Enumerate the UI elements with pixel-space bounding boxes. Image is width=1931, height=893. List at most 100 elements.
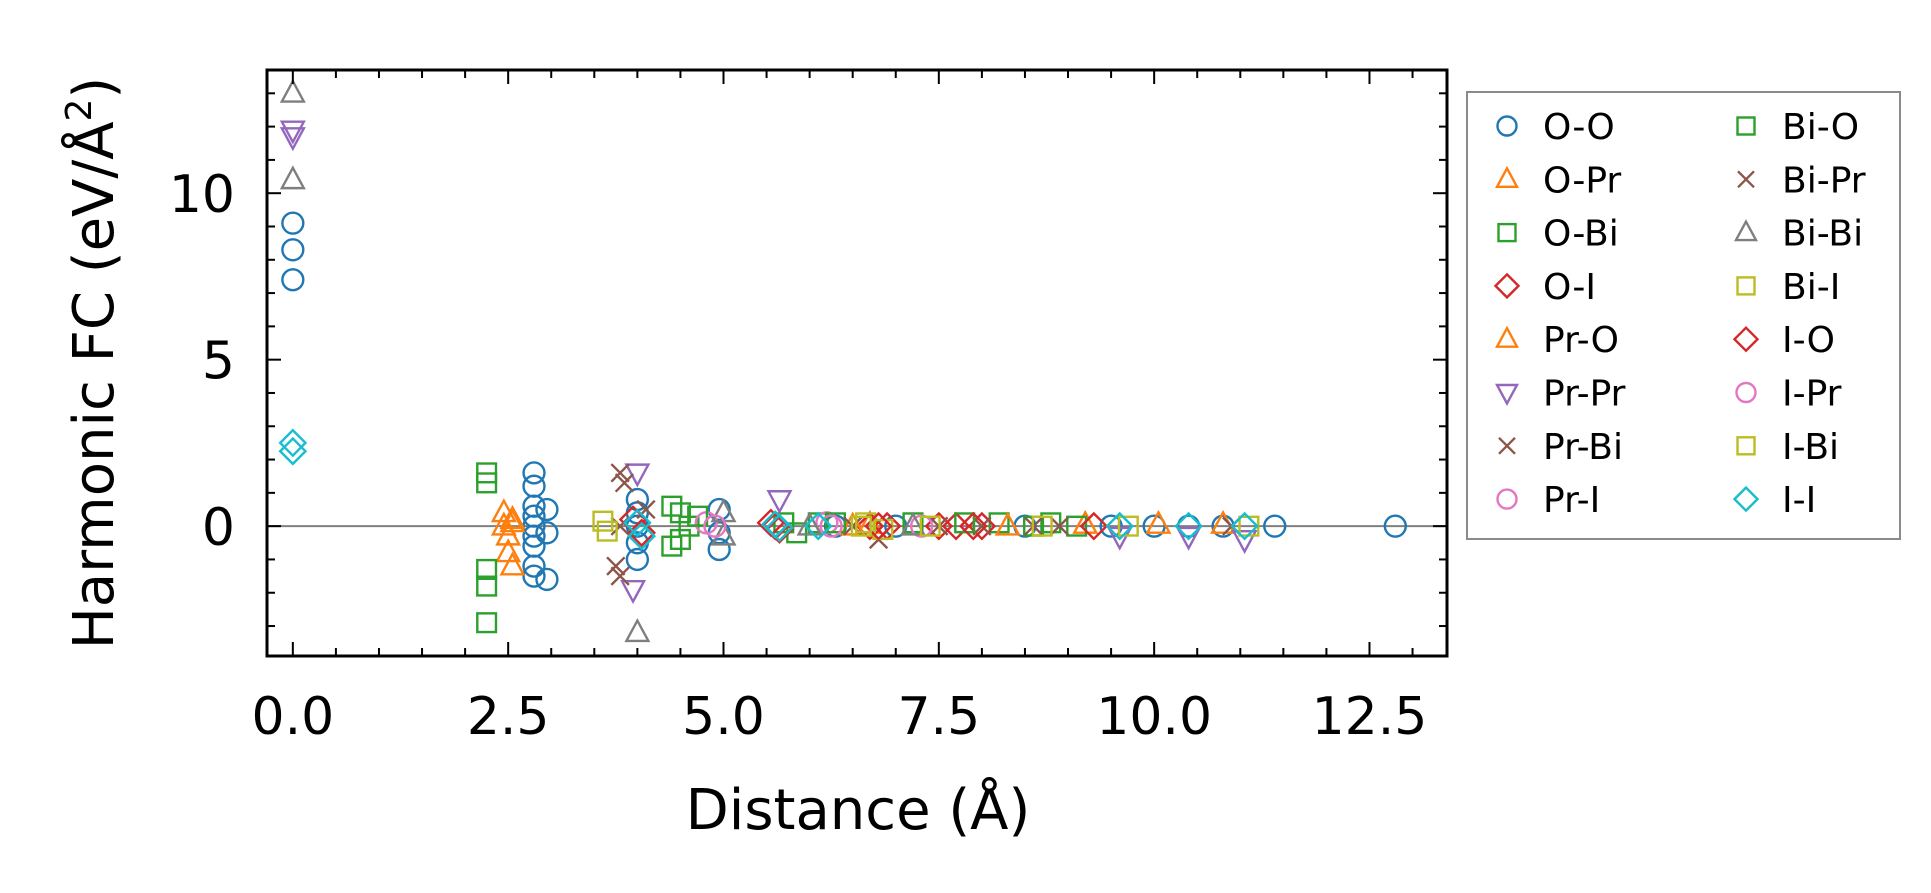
data-point [954, 512, 976, 534]
legend-label: Bi-O [1782, 107, 1859, 148]
data-point [627, 518, 657, 548]
data-point [1230, 511, 1259, 541]
legend-entry: Bi-Pr [1737, 160, 1866, 201]
legend-marker [1497, 222, 1517, 243]
legend-entry: I-O [1732, 320, 1835, 361]
series-bi-i [592, 510, 1260, 542]
legend-entry: Pr-I [1496, 480, 1600, 521]
axes: 0.0 2.5 5.0 7.5 10.0 12.5 0 5 10 [169, 68, 1449, 747]
data-point [1031, 515, 1053, 537]
legend-entry: Pr-Pr [1494, 374, 1626, 415]
data-point [625, 547, 650, 572]
data-point [710, 521, 737, 546]
data-point [278, 428, 308, 458]
legend-marker [1494, 165, 1520, 189]
data-point [522, 461, 546, 485]
data-point [661, 535, 683, 557]
y-axis-label: Harmonic FC (eV/Å2) [59, 77, 127, 650]
data-point [279, 165, 306, 190]
legend-frame [1466, 91, 1901, 540]
data-point [476, 472, 498, 494]
y-tick-label: 10 [169, 165, 235, 225]
legend-marker [1493, 272, 1521, 300]
data-point [499, 504, 526, 529]
data-point [476, 575, 498, 597]
legend-label: I-I [1782, 480, 1816, 521]
data-point [1231, 530, 1258, 555]
data-point [627, 521, 657, 551]
data-point [958, 511, 988, 541]
data-point [610, 463, 630, 483]
data-point [1174, 511, 1203, 541]
data-point [972, 516, 992, 536]
legend-marker [1496, 115, 1518, 137]
data-point [279, 127, 306, 152]
legend-label: O-Pr [1543, 160, 1621, 201]
data-point [1117, 515, 1139, 537]
data-point [476, 558, 498, 580]
data-point [919, 515, 941, 537]
legend-label: Bi-Pr [1782, 160, 1866, 201]
legend-entry: Bi-Bi [1733, 214, 1863, 255]
data-point [535, 521, 559, 545]
legend-entry: Bi-O [1736, 107, 1859, 148]
series-i-i [278, 428, 1259, 551]
data-point [707, 537, 731, 562]
data-point [606, 556, 626, 576]
data-point [1079, 511, 1109, 541]
x-tick-label: 5.0 [682, 687, 765, 747]
data-point [636, 499, 656, 520]
data-point [522, 564, 546, 588]
legend-marker [1732, 485, 1760, 513]
data-point [281, 238, 305, 262]
data-point [850, 515, 872, 537]
data-point [499, 551, 526, 576]
x-axis-label: Distance (Å) [686, 777, 1031, 843]
legend-entry: I-Pr [1735, 374, 1842, 415]
data-point [1145, 509, 1172, 534]
x-tick-label: 0.0 [251, 687, 334, 747]
data-point [596, 520, 618, 542]
legend-marker [1494, 325, 1520, 348]
data-point [1105, 511, 1135, 541]
data-point [535, 497, 559, 522]
axes-frame [265, 68, 1449, 658]
data-point [1175, 526, 1202, 551]
series-bi-bi [279, 78, 926, 643]
data-point [1383, 514, 1407, 538]
series-i-pr [703, 514, 843, 538]
legend-entry: Bi-I [1736, 267, 1840, 308]
data-point [796, 511, 823, 536]
data-point [279, 78, 306, 103]
legend-marker [1496, 488, 1518, 510]
data-point [855, 512, 877, 534]
x-tick-label: 7.5 [897, 687, 980, 747]
legend-label: I-Pr [1782, 374, 1842, 415]
legend-marker [1736, 436, 1756, 456]
x-tick-label: 10.0 [1096, 687, 1212, 747]
data-point [623, 508, 652, 538]
data-point [522, 524, 546, 548]
data-point [278, 436, 308, 466]
data-point [620, 579, 647, 605]
y-axis-label-main: Harmonic FC (eV/Å [61, 121, 127, 649]
data-point [499, 508, 526, 533]
data-point [279, 120, 306, 145]
y-tick-label: 0 [202, 498, 235, 558]
legend-entry: O-Pr [1494, 160, 1621, 201]
legend-label: I-Bi [1782, 427, 1839, 468]
legend-marker [1736, 276, 1756, 296]
data-point [872, 518, 894, 541]
data-point [610, 566, 630, 586]
legend-marker [1733, 219, 1759, 242]
data-point [624, 618, 651, 643]
legend-entry: O-O [1496, 107, 1615, 148]
legend: O-O O-Pr O-Bi O-I Pr-O Pr-Pr Pr-Bi Pr-I Bi-O Bi-P… [1466, 91, 1901, 540]
legend-marker [1498, 436, 1516, 455]
legend-label: Bi-I [1782, 267, 1840, 308]
data-point [476, 612, 498, 634]
y-tick-label: 5 [202, 332, 235, 392]
data-point [535, 567, 559, 592]
legend-label: O-I [1543, 267, 1596, 308]
